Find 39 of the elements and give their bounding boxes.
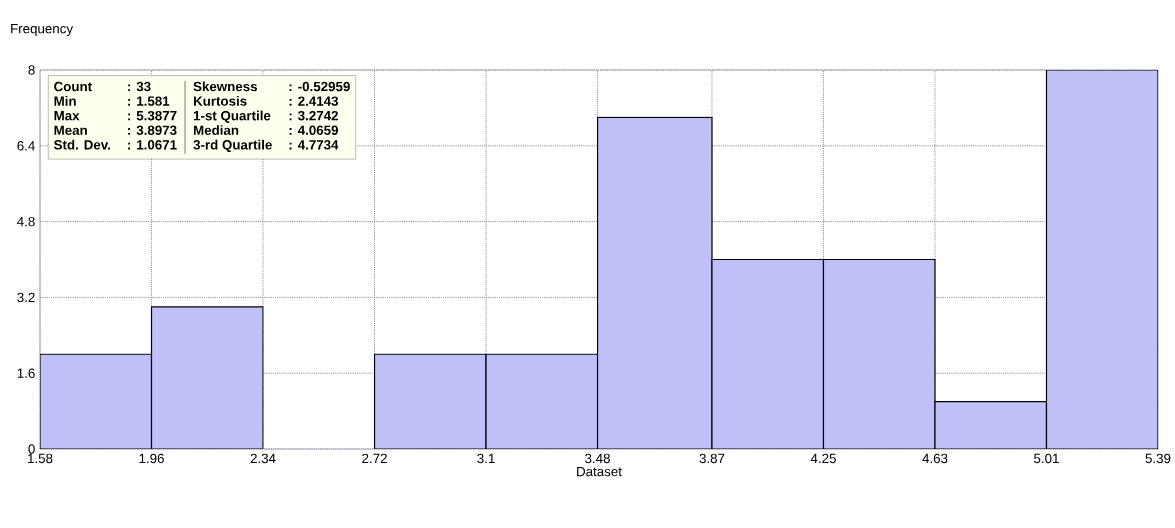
annotation: 3-rd Quartile xyxy=(193,139,272,153)
annotation: Skewness xyxy=(193,81,258,92)
annotation: Median xyxy=(193,125,239,135)
annotation: : 5.3877 xyxy=(128,110,177,121)
annotation: Std. Dev. xyxy=(53,139,110,150)
y-tick-label: 8 xyxy=(28,65,35,75)
annotation: : 1.0671 xyxy=(128,140,177,150)
annotation: : 4.7734 xyxy=(289,140,339,150)
annotation: Kurtosis xyxy=(193,96,247,106)
y-tick-label: 1.6 xyxy=(17,368,35,378)
x-tick-label: 1.96 xyxy=(139,453,164,464)
annotation: : 1.581 xyxy=(128,96,170,106)
x-tick-label: 5.39 xyxy=(1145,453,1171,464)
annotation: 1-st Quartile xyxy=(193,110,271,123)
x-tick-label: 4.63 xyxy=(922,453,948,464)
annotation: : 3.2742 xyxy=(289,110,338,121)
y-tick-label: 6.4 xyxy=(17,141,35,151)
x-tick-label: 3.48 xyxy=(585,453,610,464)
x-tick-label: 5.01 xyxy=(1034,453,1059,464)
annotation: : 3.8973 xyxy=(128,125,177,135)
annotation: : 2.4143 xyxy=(289,96,339,106)
x-tick-label: 2.34 xyxy=(250,453,276,464)
annotation: : 33 xyxy=(128,81,151,92)
x-tick-label: 3.1 xyxy=(477,453,495,464)
x-axis-title: Dataset xyxy=(577,466,622,477)
annotation: Mean xyxy=(54,125,87,135)
x-tick-label: 2.72 xyxy=(362,453,387,464)
x-tick-label: 3.87 xyxy=(699,453,725,464)
annotation: Min xyxy=(54,96,76,106)
annotation: : 4.0659 xyxy=(289,125,338,135)
y-tick-label: 0 xyxy=(28,444,35,454)
y-tick-label: 4.8 xyxy=(17,216,35,227)
annotation: Max xyxy=(54,111,80,121)
x-tick-label: 4.25 xyxy=(810,453,836,464)
annotation: : -0.52959 xyxy=(289,81,350,92)
y-axis-title: Frequency xyxy=(11,24,74,36)
x-tick-label: 1.58 xyxy=(28,453,53,464)
annotation: Count xyxy=(54,81,92,92)
y-tick-label: 3.2 xyxy=(17,292,35,303)
